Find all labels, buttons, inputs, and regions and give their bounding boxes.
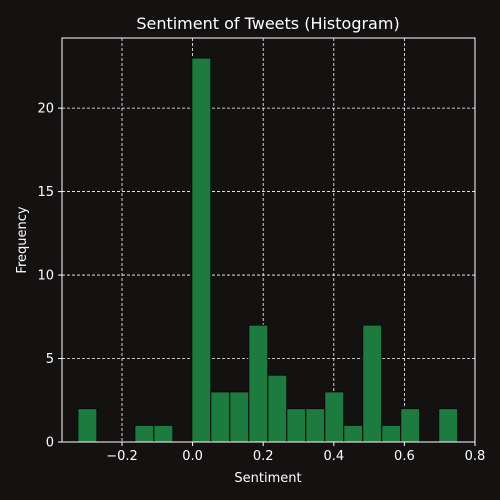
histogram-bar-6	[191, 57, 212, 443]
plot-frame	[61, 37, 476, 443]
histogram-bar-16	[381, 424, 402, 443]
y-tick-label-4: 20	[37, 102, 54, 117]
histogram-bar-8	[229, 391, 250, 443]
x-axis-label: Sentiment	[234, 471, 301, 486]
histogram-bar-14	[343, 424, 364, 443]
x-tick-label-0: −0.2	[106, 449, 138, 464]
x-tick-label-2: 0.2	[253, 449, 274, 464]
y-axis-label: Frequency	[15, 206, 30, 273]
histogram-bar-15	[362, 324, 383, 443]
histogram-bar-4	[153, 424, 174, 443]
histogram-bar-19	[438, 408, 459, 443]
y-tick-label-1: 5	[46, 352, 54, 367]
x-tick-label-3: 0.4	[323, 449, 344, 464]
x-tick-label-1: 0.0	[182, 449, 203, 464]
y-tick-label-0: 0	[46, 436, 54, 451]
histogram-bar-17	[400, 408, 421, 443]
histogram-bar-9	[248, 324, 269, 443]
y-axis-ticks: 0 5 10 15 20	[37, 102, 62, 451]
y-tick-label-3: 15	[37, 185, 54, 200]
histogram-bar-11	[286, 408, 307, 443]
histogram-bar-0	[77, 408, 98, 443]
histogram-bars	[77, 57, 459, 443]
histogram-bar-12	[305, 408, 326, 443]
histogram-bar-10	[267, 374, 288, 443]
histogram-bar-7	[210, 391, 231, 443]
x-axis-ticks: −0.2 0.0 0.2 0.4 0.6 0.8	[106, 442, 485, 464]
y-tick-label-2: 10	[37, 269, 54, 284]
x-tick-label-4: 0.6	[394, 449, 415, 464]
x-tick-label-5: 0.8	[465, 449, 486, 464]
histogram-bar-13	[324, 391, 345, 443]
chart-title: Sentiment of Tweets (Histogram)	[136, 14, 399, 33]
histogram-bar-3	[134, 424, 155, 443]
